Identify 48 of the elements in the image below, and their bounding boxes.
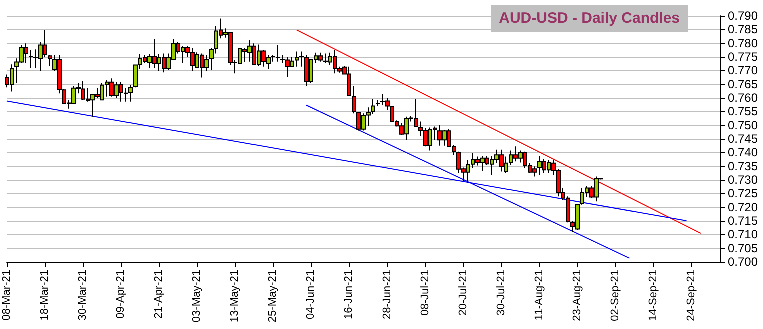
- y-tick-label: 0.700: [728, 255, 758, 269]
- y-tick-label: 0.745: [728, 132, 758, 146]
- candlestick: [376, 100, 380, 107]
- y-tick-label: 0.715: [728, 214, 758, 228]
- x-tick-label: 02-Sep-21: [609, 270, 622, 322]
- y-tick-label: 0.750: [728, 118, 758, 132]
- y-tick-label: 0.705: [728, 241, 758, 256]
- x-tick-label: 14-Sep-21: [647, 270, 660, 322]
- x-tick-label: 03-May-21: [191, 270, 204, 323]
- candlestick: [280, 54, 285, 64]
- x-tick-label: 25-May-21: [267, 270, 280, 323]
- candlestick: [532, 166, 537, 178]
- x-tick-label: 08-Mar-21: [1, 270, 13, 321]
- y-tick-label: 0.785: [728, 22, 758, 37]
- x-tick-label: 18-Mar-21: [39, 270, 52, 321]
- x-tick-label: 21-Apr-21: [153, 270, 166, 319]
- x-tick-label: 30-Jul-21: [495, 270, 508, 316]
- chart-title: AUD-USD - Daily Candles: [499, 10, 680, 27]
- y-tick-label: 0.730: [728, 173, 758, 187]
- candlestick: [537, 155, 542, 176]
- y-tick-label: 0.740: [728, 146, 758, 160]
- x-tick-label: 09-Apr-21: [115, 270, 128, 319]
- candlestick: [318, 52, 323, 62]
- x-tick-label: 24-Sep-21: [685, 270, 698, 322]
- y-tick-label: 0.760: [728, 91, 758, 105]
- x-tick-label: 20-Jul-21: [457, 270, 470, 316]
- y-tick-label: 0.725: [728, 186, 758, 201]
- x-tick-label: 28-Jun-21: [381, 270, 394, 320]
- x-tick-label: 30-Mar-21: [77, 270, 90, 321]
- y-tick-label: 0.710: [728, 228, 758, 242]
- candlestick: [48, 54, 52, 67]
- x-tick-label: 13-May-21: [229, 270, 242, 323]
- y-tick-label: 0.780: [728, 36, 758, 50]
- x-tick-label: 23-Aug-21: [571, 270, 584, 322]
- x-tick-label: 08-Jul-21: [419, 270, 432, 316]
- y-tick-label: 0.735: [728, 159, 758, 174]
- y-tick-label: 0.775: [728, 50, 758, 64]
- x-tick-label: 04-Jun-21: [305, 270, 318, 320]
- y-tick-label: 0.765: [728, 77, 758, 92]
- x-tick-label: 16-Jun-21: [343, 270, 356, 320]
- x-tick-label: 11-Aug-21: [533, 270, 546, 321]
- y-tick-label: 0.755: [728, 104, 758, 119]
- candlestick: [352, 86, 356, 114]
- candlestick: [323, 53, 328, 64]
- y-tick-label: 0.790: [728, 9, 758, 23]
- candlestick: [285, 57, 290, 78]
- y-tick-label: 0.720: [728, 200, 758, 214]
- y-tick-label: 0.770: [728, 64, 758, 78]
